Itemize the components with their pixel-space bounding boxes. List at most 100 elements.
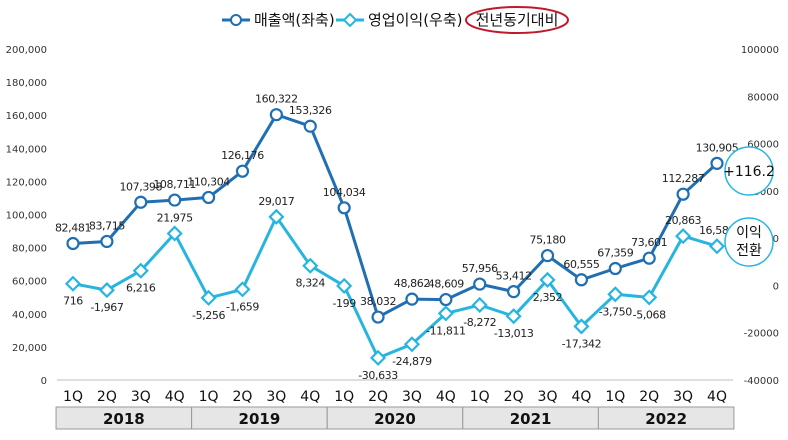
profit-turnaround-callout <box>724 217 774 267</box>
profit-turnaround-callout-line1: 이익 <box>736 225 762 241</box>
profit-point <box>607 286 624 303</box>
profit-value-label: 20,863 <box>665 214 701 227</box>
legend-profit-marker <box>342 12 358 28</box>
profit-value-label: 6,216 <box>126 282 156 295</box>
revenue-value-label: 48,609 <box>428 278 464 291</box>
revenue-value-label: 83,715 <box>89 219 125 232</box>
revenue-point <box>201 190 216 205</box>
revenue-point <box>439 292 453 307</box>
profit-value-label: -3,750 <box>599 305 632 318</box>
revenue-point <box>574 273 589 287</box>
quarter-label: 1Q <box>470 389 490 405</box>
revenue-value-label: 104,034 <box>323 186 366 199</box>
profit-value-label: 8,324 <box>296 277 326 290</box>
profit-point <box>64 275 82 292</box>
profit-value-label: -5,256 <box>192 309 225 322</box>
revenue-value-label: 126,176 <box>221 149 264 162</box>
quarter-label: 2Q <box>233 389 253 405</box>
quarter-label: 1Q <box>199 389 219 405</box>
left-tick-label: 120,000 <box>6 177 47 188</box>
profit-point <box>268 208 285 225</box>
profit-point <box>539 271 556 288</box>
legend-profit-label: 영업이익(우축) <box>368 11 463 29</box>
year-label: 2018 <box>103 410 145 428</box>
legend: 매출액(좌축) 영업이익(우축) 전년동기대비 <box>222 6 569 34</box>
profit-point <box>641 289 658 306</box>
revenue-value-label: 48,862 <box>394 277 430 290</box>
profit-value-label: -30,633 <box>358 369 398 382</box>
quarter-label: 4Q <box>571 389 591 405</box>
left-tick-label: 100,000 <box>6 211 47 222</box>
profit-point <box>302 257 319 274</box>
revenue-point <box>507 285 521 299</box>
revenue-value-label: 107,398 <box>119 180 162 193</box>
left-tick-label: 140,000 <box>6 144 47 155</box>
quarter-label: 4Q <box>300 389 320 405</box>
quarter-label: 3Q <box>131 389 151 405</box>
quarter-label: 1Q <box>605 389 625 405</box>
profit-point <box>98 282 115 299</box>
revenue-point <box>100 234 114 249</box>
revenue-value-label: 160,322 <box>255 93 298 106</box>
left-tick-label: 40,000 <box>12 310 47 321</box>
legend-yoy-label: 전년동기대비 <box>476 11 559 29</box>
profit-point <box>132 262 149 279</box>
revenue-point <box>235 164 250 178</box>
profit-point <box>505 308 522 325</box>
revenue-point <box>405 292 419 306</box>
right-tick-label: -20000 <box>744 329 779 340</box>
right-tick-label: 40000 <box>747 187 779 198</box>
legend-revenue-marker <box>230 14 242 26</box>
revenue-value-label: 60,555 <box>563 258 599 271</box>
revenue-point <box>134 195 148 209</box>
revenue-point <box>303 119 317 133</box>
profit-point <box>708 238 726 255</box>
revenue-point <box>608 261 622 276</box>
left-tick-label: 60,000 <box>12 277 47 288</box>
callouts: +116.2 이익 전환 <box>723 146 775 267</box>
quarter-label: 4Q <box>436 389 456 405</box>
quarter-label: 3Q <box>402 389 422 405</box>
revenue-point <box>168 193 182 207</box>
revenue-value-label: 75,180 <box>529 234 565 247</box>
quarter-label: 2Q <box>504 389 524 405</box>
profit-value-label: -17,342 <box>562 337 602 350</box>
profit-point <box>573 318 590 335</box>
profit-point <box>437 305 454 322</box>
profit-point <box>166 225 183 242</box>
profit-value-label: -13,013 <box>494 327 534 340</box>
revenue-point <box>676 187 690 201</box>
revenue-point <box>540 248 555 263</box>
revenue-value-label: 67,359 <box>597 247 633 260</box>
revenue-value-label: 108,711 <box>153 178 196 191</box>
yoy-revenue-callout <box>724 146 774 196</box>
profit-value-label: -199 <box>332 297 356 310</box>
profit-point <box>471 296 488 314</box>
profit-value-label: 716 <box>63 295 83 308</box>
quarter-label: 3Q <box>266 389 286 405</box>
quarter-label: 1Q <box>63 389 83 405</box>
profit-value-label: -24,879 <box>392 355 432 368</box>
year-box <box>597 406 735 430</box>
profit-value-label: -1,967 <box>90 301 123 314</box>
profit-point <box>200 289 217 306</box>
quarter-label: 4Q <box>165 389 185 405</box>
series-line-operating-profit <box>72 215 718 360</box>
yoy-oval <box>465 6 569 34</box>
revenue-point <box>269 108 283 122</box>
year-label: 2020 <box>374 410 416 428</box>
right-tick-label: -40000 <box>744 376 779 387</box>
quarter-label: 2Q <box>368 389 388 405</box>
quarter-label: 3Q <box>673 389 693 405</box>
profit-value-label: -5,068 <box>633 308 666 321</box>
profit-point <box>403 336 421 353</box>
profit-value-label: 21,975 <box>157 211 193 224</box>
x-axis-categories: 1Q 2Q 3Q 4Q 1Q 2Q 3Q 4Q 1Q 2Q 3Q 4Q 1Q 2Q 3Q 4Q 1Q 2Q 3Q 4Q… <box>55 389 735 430</box>
right-tick-label: 100000 <box>741 45 779 56</box>
quarter-label: 2Q <box>639 389 659 405</box>
revenue-value-label: 73,601 <box>631 236 667 249</box>
quarter-label: 1Q <box>334 389 354 405</box>
year-label: 2022 <box>645 410 687 428</box>
revenue-value-label: 82,481 <box>55 221 91 234</box>
